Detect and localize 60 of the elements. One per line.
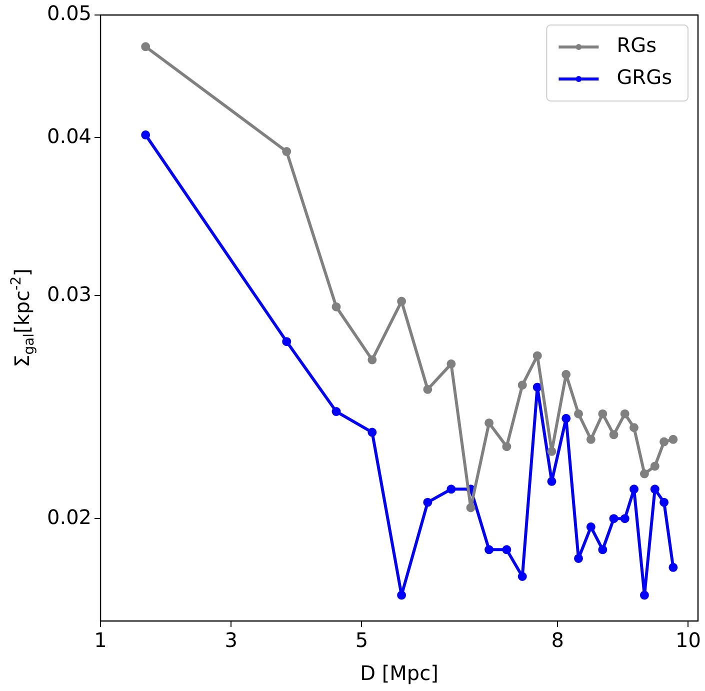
y-tick-label: 0.03 [47,282,92,306]
point [630,484,639,494]
x-tick-label: 8 [551,628,564,652]
point [562,370,571,379]
x-tick-label: 3 [224,628,238,652]
point [668,562,678,572]
point [640,469,649,478]
point [598,545,608,554]
point [640,590,649,600]
x-tick-label: 1 [94,628,107,652]
point [368,355,377,364]
point [484,545,494,554]
point [660,437,669,446]
point [332,407,341,416]
point [609,514,618,524]
point [586,434,596,444]
y-axis-title: Σgal[kpc-2] [8,268,38,368]
x-tick-label: 10 [675,628,701,652]
point [502,442,512,452]
point [397,590,406,600]
legend-label: RGs [616,33,657,58]
point [574,554,584,563]
point [282,337,292,346]
point [423,384,432,394]
point [532,382,542,392]
point [668,434,678,444]
point [586,522,596,532]
point [518,572,527,581]
point [332,302,341,312]
y-tick-label: 0.02 [47,504,92,529]
point [423,498,432,507]
point [466,503,476,512]
point [620,514,630,524]
point [650,484,660,494]
point [532,351,542,360]
point [598,409,608,418]
point [141,130,150,140]
point [141,42,150,52]
x-tick-label: 5 [355,628,368,652]
point [620,409,630,418]
point [282,147,292,156]
point [660,498,669,507]
point [397,296,406,306]
x-axis-title: D [Mpc] [360,661,438,686]
point [518,380,527,390]
point [446,484,456,494]
legend-label: GRGs [616,65,672,90]
point [484,418,494,428]
point [574,409,584,418]
y-tick-label: 0.05 [47,1,92,26]
point [609,430,618,440]
y-tick-label: 0.04 [47,124,92,148]
point [630,423,639,432]
point [502,545,512,554]
point [368,428,377,437]
point [446,359,456,368]
point [547,446,556,456]
point [562,414,571,423]
point [650,462,660,471]
point [547,476,556,486]
